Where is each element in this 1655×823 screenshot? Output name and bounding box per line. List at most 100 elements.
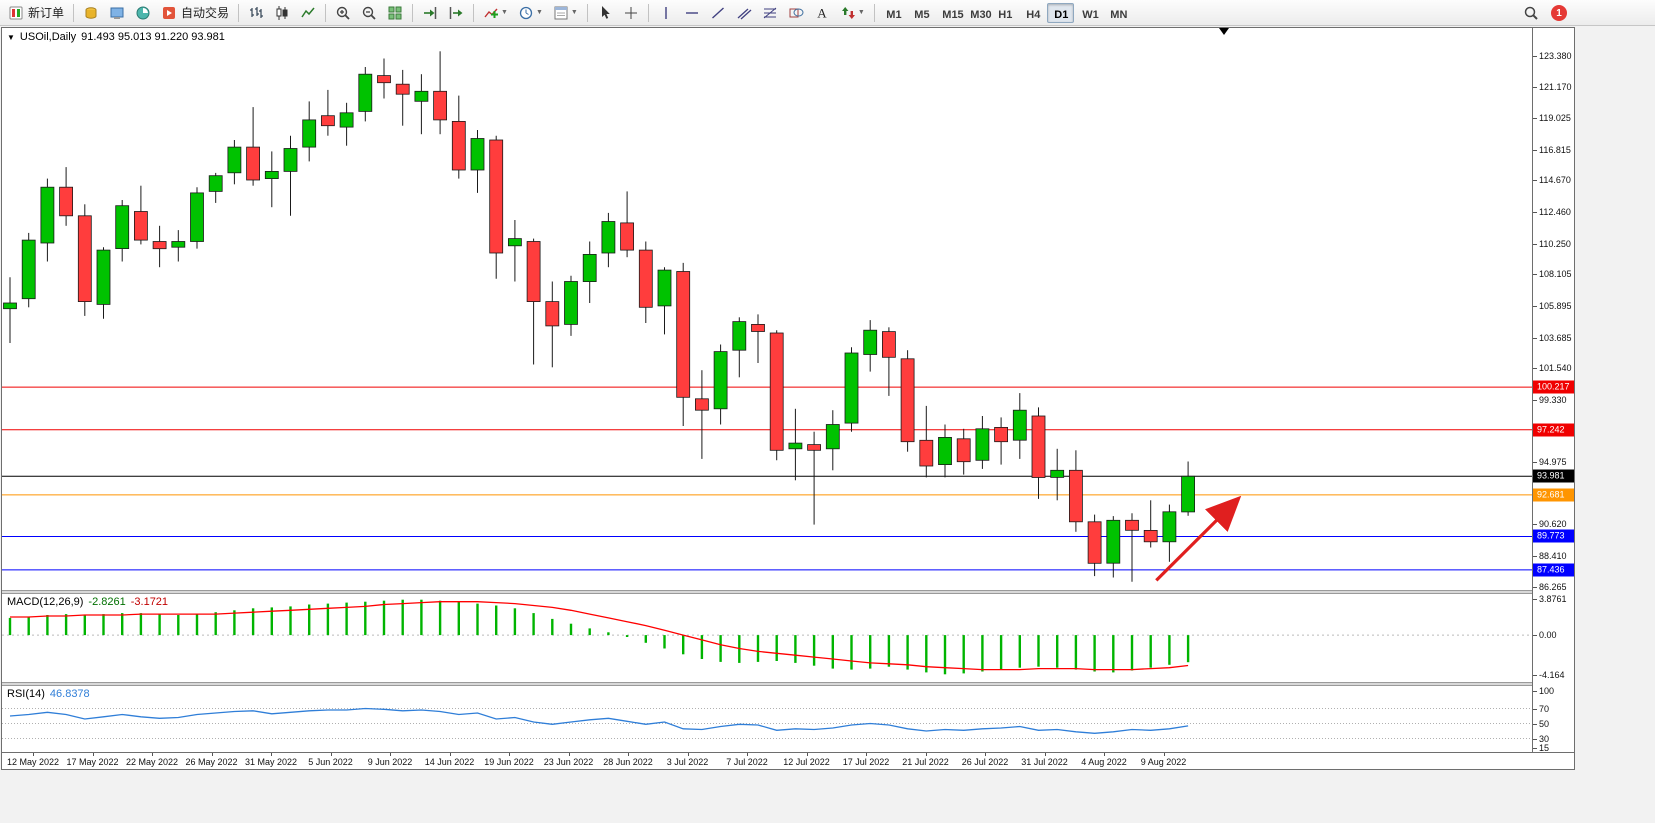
time-tickmark bbox=[1044, 753, 1046, 756]
timeframe-button-m1[interactable]: M1 bbox=[879, 3, 906, 23]
price-tick-label: 116.815 bbox=[1539, 144, 1571, 155]
cursor-button[interactable] bbox=[593, 2, 617, 24]
date-label: 17 May 2022 bbox=[66, 757, 119, 767]
price-line-box: 87.436 bbox=[1533, 563, 1574, 577]
macd-chart[interactable] bbox=[2, 594, 1532, 682]
date-label: 12 Jul 2022 bbox=[783, 757, 830, 767]
toolbar-separator bbox=[73, 3, 75, 22]
time-tickmark bbox=[152, 753, 153, 756]
candle-body bbox=[451, 121, 466, 171]
scale-tickmark bbox=[1533, 748, 1537, 749]
chart-shift-button[interactable] bbox=[444, 2, 468, 24]
price-tick-label: 119.025 bbox=[1539, 113, 1571, 124]
candle-body bbox=[283, 148, 298, 172]
price-scale[interactable]: 123.380 121.170 119.025 116.815 114.670 112.4… bbox=[1532, 28, 1574, 753]
periods-button[interactable]: ▼ bbox=[514, 2, 547, 24]
shapes-button[interactable] bbox=[784, 2, 808, 24]
candle-body bbox=[975, 428, 990, 461]
new-order-button[interactable]: 新订单 bbox=[4, 2, 68, 24]
market-watch-button[interactable] bbox=[79, 2, 103, 24]
macd-main-value: -2.8261 bbox=[88, 596, 126, 608]
navigator-button[interactable] bbox=[105, 2, 129, 24]
date-label: 31 May 2022 bbox=[244, 757, 298, 767]
ohlc-values: 91.493 95.013 91.220 93.981 bbox=[81, 31, 225, 43]
candle-body bbox=[1143, 529, 1158, 543]
candle-body bbox=[938, 436, 952, 465]
scale-tickmark bbox=[1533, 738, 1537, 740]
candlestick-chart-button[interactable] bbox=[270, 2, 294, 24]
scale-tickmark bbox=[1533, 55, 1537, 57]
timeframe-button-h1[interactable]: H1 bbox=[991, 3, 1018, 23]
bar-chart-icon bbox=[250, 6, 264, 18]
zoom-out-button[interactable] bbox=[357, 2, 381, 24]
candle-body bbox=[1162, 511, 1177, 543]
terminal-button[interactable] bbox=[131, 2, 155, 24]
toolbar-separator bbox=[412, 3, 414, 22]
scale-tickmark bbox=[1533, 462, 1537, 464]
panel-separator[interactable] bbox=[2, 590, 1574, 594]
vertical-line-icon bbox=[665, 6, 667, 19]
price-tick-label: 101.540 bbox=[1539, 363, 1572, 374]
horizontal-line-button[interactable] bbox=[680, 2, 704, 24]
price-tick-label: 121.170 bbox=[1539, 82, 1572, 93]
tile-windows-icon bbox=[388, 6, 402, 19]
price-chart-panel[interactable]: ▼ USOil,Daily 91.493 95.013 91.220 93.98… bbox=[2, 28, 1532, 590]
text-button[interactable]: A bbox=[810, 2, 834, 24]
price-lines bbox=[2, 386, 1532, 571]
candlestick-chart[interactable] bbox=[2, 28, 1532, 590]
candle-body bbox=[601, 221, 616, 254]
notifications-badge[interactable]: 1 bbox=[1551, 5, 1567, 21]
price-line-box: 93.981 bbox=[1533, 469, 1574, 483]
trendline-icon bbox=[711, 6, 724, 19]
timeframe-button-w1[interactable]: W1 bbox=[1075, 3, 1102, 23]
timeframe-button-m15[interactable]: M15 bbox=[935, 3, 963, 23]
tile-windows-button[interactable] bbox=[383, 2, 407, 24]
fibonacci-button[interactable] bbox=[758, 2, 782, 24]
bar-chart-button[interactable] bbox=[244, 2, 268, 24]
scale-tickmark bbox=[1533, 723, 1537, 725]
panel-separator[interactable] bbox=[2, 682, 1574, 686]
date-label: 5 Jun 2022 bbox=[308, 757, 353, 767]
templates-button[interactable]: ▼ bbox=[549, 2, 582, 24]
rsi-chart[interactable] bbox=[2, 686, 1532, 752]
candle-body bbox=[339, 112, 354, 128]
candle-body bbox=[190, 192, 204, 242]
macd-panel[interactable]: MACD(12,26,9) -2.8261 -3.1721 bbox=[2, 594, 1532, 682]
timeframe-button-m30[interactable]: M30 bbox=[963, 3, 991, 23]
symbol-period-label: USOil,Daily bbox=[19, 31, 77, 43]
indicators-button[interactable]: ▼ bbox=[479, 2, 512, 24]
scale-tickmark bbox=[1533, 555, 1537, 557]
trendline-button[interactable] bbox=[706, 2, 730, 24]
search-button[interactable] bbox=[1519, 2, 1543, 24]
candle-body bbox=[320, 115, 335, 127]
price-tick-label: 94.975 bbox=[1539, 457, 1567, 468]
time-tickmark bbox=[985, 753, 986, 756]
text-icon: A bbox=[817, 5, 827, 20]
candle-body bbox=[77, 215, 92, 303]
one-click-trading-expander[interactable]: ▼ bbox=[7, 32, 15, 42]
zoom-in-button[interactable] bbox=[331, 2, 355, 24]
channel-button[interactable] bbox=[732, 2, 756, 24]
rsi-panel[interactable]: RSI(14) 46.8378 bbox=[2, 686, 1532, 752]
auto-scroll-button[interactable] bbox=[418, 2, 442, 24]
time-axis[interactable]: 12 May 2022 17 May 2022 22 May 2022 26 May … bbox=[2, 752, 1574, 769]
candle-body bbox=[713, 351, 728, 410]
time-tickmark bbox=[211, 753, 213, 756]
timeframe-button-m5[interactable]: M5 bbox=[907, 3, 934, 23]
scale-tickmark bbox=[1533, 337, 1537, 339]
timeframe-button-mn[interactable]: MN bbox=[1103, 3, 1130, 23]
time-tickmark bbox=[449, 753, 451, 756]
candle-body bbox=[582, 253, 597, 282]
arrows-button[interactable]: ▼ bbox=[836, 2, 869, 24]
time-tickmark bbox=[330, 753, 332, 756]
scale-tickmark bbox=[1533, 586, 1537, 588]
vertical-line-button[interactable] bbox=[654, 2, 678, 24]
crosshair-button[interactable] bbox=[619, 2, 643, 24]
auto-trading-button[interactable]: 自动交易 bbox=[157, 2, 233, 24]
timeframe-button-d1[interactable]: D1 bbox=[1047, 2, 1075, 23]
chart-shift-icon bbox=[449, 6, 463, 19]
chart-shift-marker[interactable] bbox=[1219, 28, 1229, 35]
line-chart-button[interactable] bbox=[296, 2, 320, 24]
timeframe-button-h4[interactable]: H4 bbox=[1019, 3, 1046, 23]
date-label: 12 May 2022 bbox=[6, 757, 60, 767]
